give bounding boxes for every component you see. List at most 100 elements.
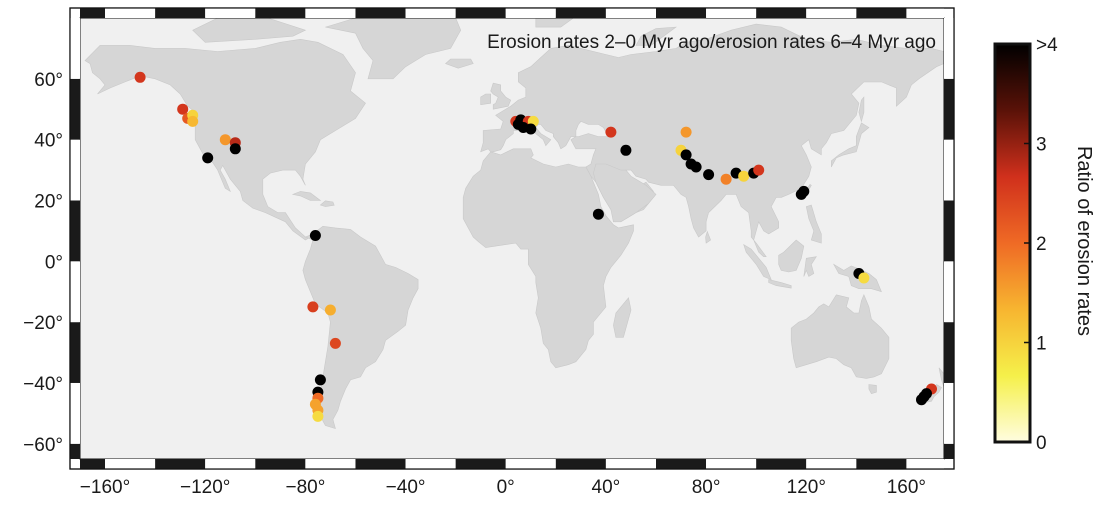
frame-segment-bottom [405, 459, 456, 469]
x-tick-label: 160° [887, 477, 926, 498]
frame-segment-top [856, 8, 907, 18]
frame-outline-top [69, 7, 955, 470]
south-america-land [302, 225, 419, 430]
frame-segment-top [405, 8, 456, 18]
sample-point [312, 410, 324, 422]
y-tick-label: 20° [34, 192, 63, 213]
arctic-islands-land [192, 18, 307, 43]
sample-point [592, 208, 604, 220]
map-title: Erosion rates 2–0 Myr ago/erosion rates … [487, 32, 936, 53]
frame-segment-right [944, 78, 954, 140]
cuba-land [291, 191, 322, 201]
frame-segment-bottom [656, 459, 707, 469]
sample-point [720, 173, 732, 185]
madagascar-land [613, 297, 632, 338]
frame-segment-bottom [105, 459, 156, 469]
greenland-land [325, 18, 462, 80]
frame-segment-bottom [355, 459, 406, 469]
frame-segment-left [70, 261, 80, 323]
arabia-gulf-fix [593, 163, 657, 223]
x-tick-label: −40° [386, 477, 426, 498]
x-tick-label: 120° [787, 477, 826, 498]
sample-point [229, 143, 241, 155]
frame-segment-left [70, 322, 80, 383]
sample-point [329, 337, 341, 349]
sample-point [307, 301, 319, 313]
sample-point [314, 374, 326, 386]
frame-segment-right [944, 18, 954, 79]
australia-land [790, 294, 890, 379]
frame-segment-bottom [906, 459, 944, 469]
frame-segment-bottom [80, 459, 106, 469]
africa-land [462, 148, 634, 369]
x-tick-label: −80° [285, 477, 325, 498]
sample-point [219, 134, 231, 146]
frame-segment-top [656, 8, 707, 18]
new-zealand-north-land [938, 367, 944, 389]
frame-segment-left [70, 382, 80, 444]
iceland-land [445, 58, 474, 69]
x-tick-label: −160° [80, 477, 130, 498]
frame-segment-top [255, 8, 306, 18]
sakhalin-land [858, 96, 865, 123]
borneo-land [778, 239, 805, 273]
frame-segment-top [756, 8, 807, 18]
x-tick-label: −120° [180, 477, 230, 498]
frame-segment-bottom [706, 459, 757, 469]
frame-segment-top [555, 8, 606, 18]
frame-segment-top [806, 8, 857, 18]
sample-point [858, 272, 870, 284]
frame-segment-top [205, 8, 256, 18]
frame-segment-left [70, 443, 80, 459]
novaya-zemlya-land [635, 26, 678, 46]
frame-segment-left [70, 139, 80, 201]
frame-segment-bottom [205, 459, 256, 469]
frame-segment-top [305, 8, 356, 18]
y-tick-label: −20° [23, 313, 63, 334]
sample-point [738, 170, 750, 182]
sample-point [605, 126, 617, 138]
ireland-land [480, 93, 491, 106]
sample-point [703, 169, 715, 181]
colorbar-ticks: >4 3 2 1 0 [1024, 35, 1058, 454]
colorbar-tick-label: 0 [1036, 433, 1047, 454]
sample-point [753, 164, 765, 176]
tasmania-land [868, 384, 877, 394]
y-tick-label: 0° [45, 252, 63, 273]
sample-point [177, 103, 189, 115]
colorbar-tick-label: 2 [1036, 234, 1047, 255]
frame-segment-bottom [605, 459, 656, 469]
colorbar-label: Ratio of erosion rates [1073, 146, 1095, 336]
frame-segment-top [455, 8, 506, 18]
colorbar-tick-label: 3 [1036, 135, 1047, 156]
sri-lanka-land [705, 230, 711, 244]
frame-segment-top [505, 8, 556, 18]
frame-segment-bottom [806, 459, 857, 469]
sample-point [202, 152, 214, 164]
colorbar-tick-label: 1 [1036, 334, 1047, 355]
map-frame [69, 7, 955, 470]
sample-point [187, 115, 199, 127]
y-axis-ticks: 60° 40° 20° 0° −20° −40° −60° [23, 70, 63, 456]
sample-point [134, 71, 146, 83]
frame-segment-right [944, 139, 954, 201]
frame-segment-right [944, 443, 954, 459]
x-tick-label: 0° [497, 477, 515, 498]
frame-segment-left [70, 78, 80, 140]
y-tick-label: 60° [34, 70, 63, 91]
frame-segment-bottom [756, 459, 807, 469]
y-tick-label: 40° [34, 131, 63, 152]
sample-point [798, 185, 810, 197]
frame-segment-top [605, 8, 656, 18]
frame-segment-top [80, 8, 106, 18]
frame-segment-top [155, 8, 206, 18]
colorbar-tick-label: >4 [1036, 35, 1058, 56]
x-tick-label: 40° [592, 477, 621, 498]
frame-segment-bottom [455, 459, 506, 469]
frame-segment-top [355, 8, 406, 18]
frame-segment-left [70, 200, 80, 262]
erosion-sample-points [134, 71, 937, 422]
sumatra-land [743, 243, 772, 281]
